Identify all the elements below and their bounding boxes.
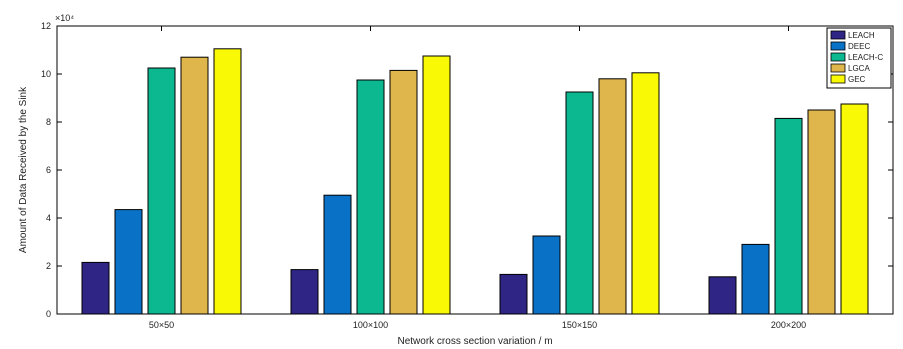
legend-label-leach-c: LEACH-C <box>848 53 883 62</box>
bar-gec-1 <box>213 48 242 315</box>
x-tick-label: 100×100 <box>353 320 388 330</box>
bar-deec-3 <box>532 235 561 315</box>
y-tick-label: 4 <box>46 213 51 223</box>
y-tick-label: 0 <box>46 309 51 319</box>
legend-swatch-gec <box>830 74 846 84</box>
legend-label-lgca: LGCA <box>848 64 870 73</box>
bar-gec-4 <box>840 103 869 315</box>
y-axis-title: Amount of Data Received by the Sink <box>18 86 29 253</box>
y-tick-label: 10 <box>41 69 51 79</box>
bar-leach-3 <box>499 273 528 315</box>
bar-leach-c-3 <box>565 91 594 315</box>
bar-deec-1 <box>114 209 143 315</box>
legend-swatch-lgca <box>830 63 846 73</box>
legend-label-deec: DEEC <box>848 42 870 51</box>
legend-swatch-leach <box>830 30 846 40</box>
bar-deec-4 <box>741 243 770 315</box>
bar-lgca-4 <box>807 109 836 315</box>
y-tick-label: 6 <box>46 165 51 175</box>
legend-swatch-deec <box>830 41 846 51</box>
legend-label-leach: LEACH <box>848 31 875 40</box>
bar-lgca-2 <box>389 69 418 315</box>
x-tick-label: 150×150 <box>562 320 597 330</box>
bars-group <box>81 48 869 315</box>
bar-leach-c-1 <box>147 67 176 315</box>
legend: LEACH DEEC LEACH-C LGCA GEC <box>826 27 892 89</box>
bar-lgca-3 <box>598 78 627 315</box>
y-multiplier-label: ×10⁴ <box>55 13 74 23</box>
x-tick-label: 50×50 <box>149 320 174 330</box>
y-tick-label: 2 <box>46 261 51 271</box>
y-tick-label: 8 <box>46 117 51 127</box>
bar-gec-2 <box>422 55 451 315</box>
bar-leach-1 <box>81 261 110 315</box>
bar-leach-c-4 <box>774 117 803 315</box>
bar-leach-c-2 <box>356 79 385 315</box>
legend-label-gec: GEC <box>848 75 866 84</box>
bar-deec-2 <box>323 194 352 315</box>
x-axis-title: Network cross section variation / m <box>397 336 552 347</box>
bar-gec-3 <box>631 72 660 315</box>
legend-swatch-leach-c <box>830 52 846 62</box>
bar-leach-2 <box>290 269 319 315</box>
bar-lgca-1 <box>180 56 209 315</box>
y-axis: 0 2 4 6 8 10 12 <box>41 21 893 319</box>
bar-leach-4 <box>708 276 737 315</box>
y-tick-label: 12 <box>41 21 51 31</box>
x-tick-label: 200×200 <box>771 320 806 330</box>
